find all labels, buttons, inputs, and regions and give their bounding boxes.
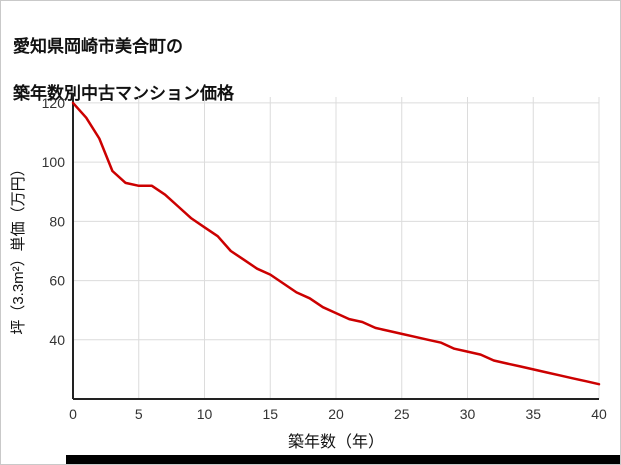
x-tick-label: 35 xyxy=(525,406,541,422)
y-axis-title: 坪（3.3m²）単価（万円） xyxy=(10,161,27,334)
y-tick-label: 40 xyxy=(49,332,65,348)
x-tick-label: 5 xyxy=(135,406,143,422)
chart-title-line1: 愛知県岡崎市美合町の xyxy=(13,36,183,56)
x-tick-label: 25 xyxy=(394,406,410,422)
x-tick-label: 0 xyxy=(69,406,77,422)
y-tick-label: 100 xyxy=(42,154,66,170)
x-tick-label: 10 xyxy=(197,406,213,422)
x-tick-label: 20 xyxy=(328,406,344,422)
chart-title-line2: 築年数別中古マンション価格 xyxy=(13,84,234,104)
x-axis-title: 築年数（年） xyxy=(288,433,384,451)
x-tick-label: 30 xyxy=(460,406,476,422)
bottom-bar xyxy=(66,455,620,464)
x-tick-label: 40 xyxy=(591,406,607,422)
y-tick-label: 80 xyxy=(49,213,65,229)
price-series-line xyxy=(71,101,601,386)
line-chart: 40 60 80 100 120 0 5 10 15 20 25 30 35 40 築年数（年） 坪（3.3m… xyxy=(10,93,607,451)
chart-title: 愛知県岡崎市美合町の 築年数別中古マンション価格 xyxy=(13,11,234,130)
y-tick-label: 60 xyxy=(49,273,65,289)
gridlines xyxy=(73,97,600,399)
y-tick-label: 120 xyxy=(42,95,66,111)
x-tick-label: 15 xyxy=(262,406,278,422)
